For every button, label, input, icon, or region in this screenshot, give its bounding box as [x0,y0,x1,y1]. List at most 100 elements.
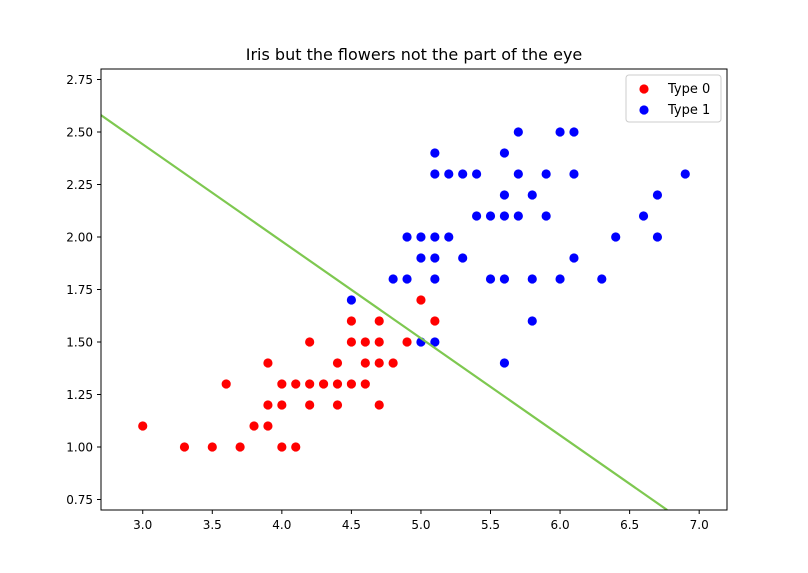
data-point-type-1 [569,169,579,179]
data-point-type-1 [541,169,551,179]
y-tick-label: 1.75 [66,283,93,297]
data-point-type-0 [360,337,370,347]
x-tick-label: 4.0 [272,518,291,532]
data-point-type-0 [374,337,384,347]
data-point-type-1 [513,127,523,137]
legend-box [625,74,722,123]
data-point-type-0 [374,400,384,410]
data-point-type-1 [430,232,440,242]
data-point-type-1 [527,274,537,284]
data-point-type-1 [611,232,621,242]
data-point-type-1 [513,169,523,179]
data-point-type-1 [472,211,482,221]
data-point-type-0 [374,358,384,368]
x-tick-label: 4.5 [342,518,361,532]
data-points [138,127,690,452]
data-point-type-1 [402,232,412,242]
chart-title: Iris but the flowers not the part of the… [246,45,583,64]
y-tick-label: 2.75 [66,73,93,87]
data-point-type-1 [499,358,510,368]
data-point-type-0 [346,379,356,389]
data-point-type-0 [221,379,231,389]
data-point-type-1 [652,190,663,200]
data-point-type-1 [555,274,565,284]
data-point-type-0 [305,379,315,389]
data-point-type-1 [652,232,663,242]
data-point-type-0 [346,337,356,347]
decision-boundary-line [101,114,668,510]
data-point-type-0 [207,442,217,452]
data-point-type-1 [527,190,537,200]
data-point-type-0 [332,400,343,410]
data-point-type-0 [277,400,287,410]
data-point-type-1 [472,169,482,179]
y-tick-label: 0.75 [66,493,93,507]
x-tick-label: 5.5 [481,518,500,532]
x-tick-label: 3.0 [133,518,152,532]
legend-marker-type-1 [639,105,649,115]
data-point-type-1 [416,253,426,263]
data-point-type-0 [291,379,301,389]
data-point-type-1 [485,211,496,221]
data-point-type-0 [138,421,148,431]
data-point-type-1 [569,253,579,263]
data-point-type-1 [444,232,454,242]
data-point-type-0 [416,295,426,305]
data-point-type-1 [499,274,510,284]
data-point-type-0 [179,442,190,452]
data-point-type-0 [235,442,245,452]
legend-label-type-1: Type 1 [667,103,710,118]
data-point-type-0 [263,421,273,431]
x-tick-label: 6.5 [620,518,639,532]
x-tick-label: 3.5 [203,518,222,532]
data-point-type-1 [444,169,454,179]
data-point-type-0 [305,400,315,410]
x-tick-label: 7.0 [690,518,709,532]
data-point-type-1 [346,295,356,305]
data-point-type-1 [541,211,551,221]
data-point-type-1 [569,127,579,137]
data-point-type-0 [402,337,412,347]
data-point-type-1 [430,253,440,263]
y-tick-label: 1.25 [66,388,93,402]
data-point-type-1 [680,169,690,179]
data-point-type-1 [402,274,412,284]
data-point-type-0 [430,316,440,326]
data-point-type-0 [305,337,315,347]
data-point-type-1 [499,190,510,200]
data-point-type-0 [374,316,384,326]
x-tick-label: 5.0 [411,518,430,532]
legend: Type 0 Type 1 [625,74,722,123]
data-point-type-1 [499,211,510,221]
data-point-type-1 [555,127,565,137]
data-point-type-0 [360,358,370,368]
data-point-type-1 [388,274,398,284]
data-point-type-0 [388,358,398,368]
plot-area [100,68,728,511]
data-point-type-0 [332,379,343,389]
data-point-type-0 [291,442,301,452]
data-point-type-0 [263,400,273,410]
data-point-type-1 [597,274,607,284]
data-point-type-1 [430,148,440,158]
data-point-type-1 [458,169,468,179]
data-point-type-0 [277,442,287,452]
y-tick-label: 1.00 [66,441,93,455]
data-point-type-1 [499,148,510,158]
data-point-type-1 [513,211,523,221]
y-tick-label: 2.00 [66,231,93,245]
data-point-type-1 [485,274,496,284]
legend-marker-type-0 [639,84,649,94]
data-point-type-0 [346,316,356,326]
legend-label-type-0: Type 0 [667,82,710,97]
data-point-type-1 [527,316,537,326]
data-point-type-0 [277,379,287,389]
y-tick-label: 2.50 [66,126,93,140]
data-point-type-1 [416,232,426,242]
data-point-type-0 [360,379,370,389]
data-point-type-1 [430,169,440,179]
y-tick-label: 1.50 [66,336,93,350]
data-point-type-0 [332,358,343,368]
data-point-type-1 [430,274,440,284]
